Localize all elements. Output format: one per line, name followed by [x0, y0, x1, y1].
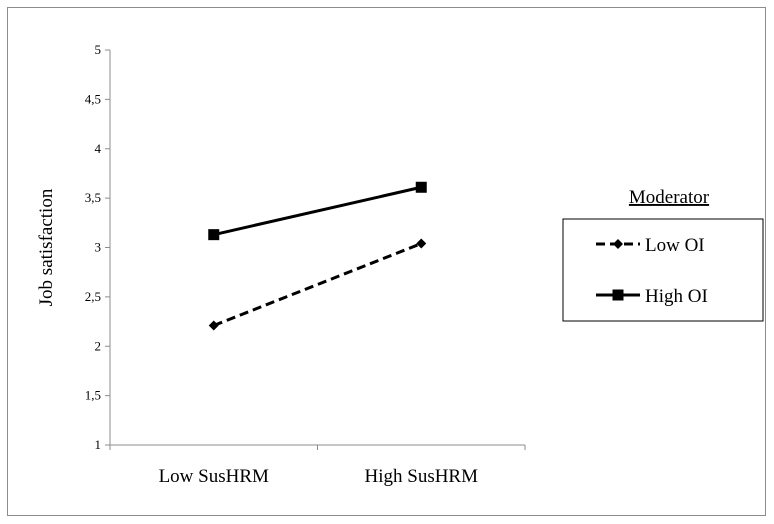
data-point-marker: [415, 181, 427, 193]
axes: [109, 50, 525, 446]
y-tick-label: 2,5: [85, 289, 101, 304]
legend-title: Moderator: [629, 187, 710, 208]
legend-item: High OI: [596, 286, 708, 307]
series-low-oi: [208, 238, 427, 331]
y-tick-label: 1: [95, 437, 102, 452]
x-category-label: High SusHRM: [365, 466, 479, 487]
y-tick-label: 1,5: [85, 388, 101, 403]
series-layer: [208, 181, 427, 331]
legend-marker: [613, 239, 623, 249]
legend-box: [562, 218, 764, 322]
y-tick-label: 2: [95, 338, 102, 353]
x-ticks: Low SusHRM High SusHRM: [109, 445, 526, 487]
legend-item: Low OI: [596, 235, 705, 256]
data-point-marker: [208, 229, 220, 241]
series-line: [213, 185, 422, 237]
legend-marker: [612, 289, 624, 301]
y-tick-label: 4: [95, 141, 102, 156]
series-high-oi: [208, 181, 427, 241]
y-tick-label: 3,5: [85, 190, 101, 205]
legend: Moderator Low OI High OI: [562, 187, 764, 322]
series-line: [213, 242, 422, 327]
chart-frame: [7, 7, 766, 516]
legend-label: Low OI: [645, 235, 705, 256]
y-tick-label: 3: [95, 240, 102, 255]
y-tick-label: 5: [95, 42, 102, 57]
y-tick-label: 4,5: [85, 91, 101, 106]
data-point-marker: [416, 238, 427, 249]
legend-label: High OI: [645, 286, 708, 307]
legend-items: Low OI High OI: [596, 235, 708, 307]
y-axis-title: Job satisfaction: [36, 188, 57, 306]
x-category-label: Low SusHRM: [159, 466, 269, 487]
y-ticks: 1 1,5 2 2,5 3 3,5 4 4,5 5: [85, 42, 110, 452]
data-point-marker: [208, 320, 219, 331]
